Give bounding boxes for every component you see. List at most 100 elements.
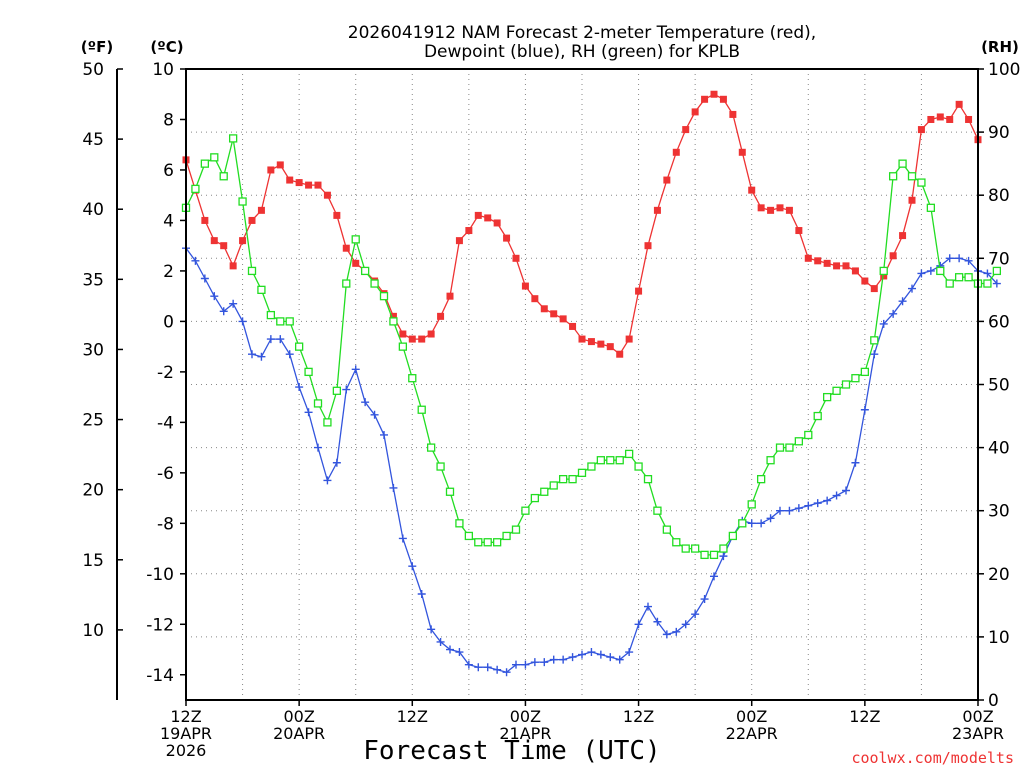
rh-point (200, 159, 210, 168)
temperature-point (795, 227, 803, 235)
rh-point (360, 266, 370, 276)
temperature-point (889, 252, 897, 260)
x-tick-label: 00Z (736, 707, 767, 726)
rh-tick-label: 70 (988, 249, 1010, 269)
rh-point (379, 292, 389, 301)
rh-point (870, 336, 879, 345)
fahrenheit-tick-label: 20 (82, 481, 104, 501)
dewpoint-point (851, 458, 860, 467)
rh-point (568, 474, 577, 484)
temperature-point (955, 100, 963, 108)
dewpoint-point (691, 610, 700, 619)
temperature-point (738, 148, 746, 156)
temperature-point (691, 108, 699, 116)
rh-point (294, 342, 304, 351)
temperature-point (446, 292, 454, 300)
rh-point (841, 380, 851, 389)
rh-point (804, 430, 813, 440)
rh-tick-label: 60 (988, 312, 1010, 332)
celsius-tick-label: -8 (157, 514, 174, 534)
temperature-point (842, 262, 850, 270)
x-tick-label: 22APR (726, 724, 778, 743)
rh-point (502, 531, 511, 541)
fahrenheit-tick-label: 25 (82, 411, 104, 431)
dewpoint-point (314, 443, 322, 452)
rh-point (219, 172, 228, 181)
temperature-point (823, 259, 831, 267)
temperature-point (267, 166, 275, 174)
temperature-point (399, 330, 407, 338)
dewpoint-point (832, 491, 841, 500)
rh-point (662, 525, 672, 534)
temperature-point (965, 115, 973, 123)
temperature-point (437, 312, 445, 320)
chart-title-line2: Dewpoint (blue), RH (green) for KPLB (424, 42, 740, 62)
rh-point (634, 462, 643, 471)
dewpoint-point (804, 501, 813, 510)
temperature-point (465, 227, 473, 235)
rh-point (342, 279, 351, 288)
rh-point (191, 184, 200, 194)
temperature-point (229, 262, 237, 270)
x-tick-label: 00Z (283, 707, 314, 726)
temperature-point (927, 115, 935, 123)
temperature-point (748, 186, 756, 194)
rh-point (785, 443, 794, 452)
temperature-point (352, 259, 360, 267)
dewpoint-point (238, 317, 247, 326)
temperature-point (908, 196, 916, 204)
rh-tick-label: 10 (988, 628, 1010, 648)
rh-point (700, 550, 709, 560)
temperature-point (672, 148, 680, 156)
temperature-point (597, 340, 605, 348)
dewpoint-point (295, 383, 304, 392)
dewpoint-point (342, 385, 351, 394)
rh-point (719, 544, 728, 553)
dewpoint-point (757, 519, 766, 528)
dewpoint-point (860, 405, 869, 414)
dewpoint-point (992, 279, 1001, 288)
rh-point (408, 374, 417, 383)
dewpoint-point (248, 350, 256, 359)
rh-point (210, 153, 219, 162)
dewpoint-point (436, 637, 445, 646)
dewpoint-point (512, 660, 520, 669)
dewpoint-point (955, 254, 964, 263)
rh-point (426, 443, 436, 452)
temperature-point (550, 310, 558, 318)
dewpoint-line (185, 247, 998, 673)
temperature-point (333, 211, 341, 219)
rh-point (954, 273, 964, 282)
rh-point (851, 374, 860, 383)
dewpoint-point (776, 506, 784, 515)
rh-point (511, 525, 521, 534)
temperature-point (210, 237, 218, 245)
dewpoint-point (898, 297, 907, 306)
dewpoint-point (615, 655, 624, 664)
dewpoint-point (210, 292, 219, 301)
temperature-point (559, 315, 567, 323)
temperature-point (946, 115, 954, 123)
dewpoint-point (483, 663, 492, 672)
dewpoint-point (361, 398, 370, 407)
fahrenheit-tick-label: 10 (82, 621, 104, 641)
dewpoint-point (219, 307, 228, 316)
dewpoint-point (549, 655, 558, 664)
dewpoint-point (596, 650, 605, 659)
dewpoint-point (417, 589, 426, 598)
dewpoint-point (870, 350, 879, 359)
temperature-point (257, 206, 265, 214)
rh-unit-label: (RH) (981, 38, 1019, 56)
x-tick-label: 19APR (160, 724, 212, 743)
x-tick-label: 12Z (849, 707, 880, 726)
rh-point (936, 266, 945, 276)
temperature-point (936, 113, 944, 121)
temperature-point (880, 272, 888, 280)
celsius-tick-label: 2 (163, 262, 174, 282)
fahrenheit-tick-label: 40 (82, 200, 104, 220)
dewpoint-point (889, 309, 898, 318)
dewpoint-point (945, 254, 954, 263)
dewpoint-point (474, 663, 483, 672)
rh-point (389, 317, 398, 326)
temperature-point (418, 335, 426, 343)
